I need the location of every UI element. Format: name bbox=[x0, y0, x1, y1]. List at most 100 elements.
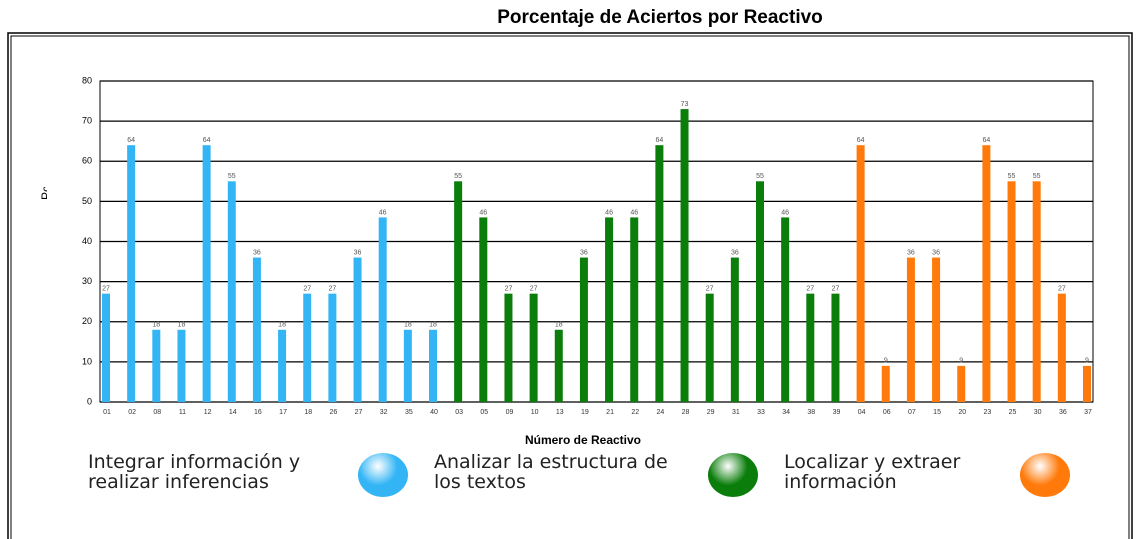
frame bbox=[7, 32, 1133, 539]
value-label: 27 bbox=[328, 286, 336, 293]
bar bbox=[102, 293, 110, 402]
bar bbox=[881, 365, 890, 402]
bar bbox=[177, 329, 186, 402]
value-label: 18 bbox=[404, 322, 412, 329]
x-tick-label: 29 bbox=[707, 409, 715, 416]
x-tick-label: 25 bbox=[1009, 409, 1017, 416]
value-label: 64 bbox=[127, 137, 135, 144]
value-label: 27 bbox=[102, 286, 110, 293]
bar bbox=[303, 293, 312, 402]
bar bbox=[252, 257, 261, 402]
x-tick-label: 28 bbox=[682, 409, 690, 416]
value-label: 73 bbox=[681, 101, 689, 108]
x-tick-label: 36 bbox=[1059, 409, 1067, 416]
value-label: 27 bbox=[303, 286, 311, 293]
value-label: 36 bbox=[731, 249, 739, 256]
value-label: 27 bbox=[832, 286, 840, 293]
bar bbox=[227, 181, 236, 402]
value-label: 36 bbox=[354, 249, 362, 256]
x-tick-label: 38 bbox=[807, 409, 815, 416]
value-label: 46 bbox=[630, 209, 638, 216]
x-tick-label: 14 bbox=[229, 409, 237, 416]
value-label: 9 bbox=[884, 358, 888, 365]
value-label: 18 bbox=[278, 322, 286, 329]
bar bbox=[403, 329, 412, 402]
value-label: 18 bbox=[429, 322, 437, 329]
bar bbox=[730, 257, 739, 402]
value-label: 27 bbox=[505, 286, 513, 293]
x-tick-label: 22 bbox=[631, 409, 639, 416]
x-tick-label: 01 bbox=[103, 409, 111, 416]
value-label: 27 bbox=[530, 286, 538, 293]
value-label: 18 bbox=[178, 322, 186, 329]
value-label: 27 bbox=[806, 286, 814, 293]
y-tick-label: 30 bbox=[82, 276, 92, 286]
legend-label: Analizar la estructura de los textos bbox=[434, 451, 668, 493]
x-tick-label: 05 bbox=[480, 409, 488, 416]
value-label: 9 bbox=[959, 358, 963, 365]
x-tick-label: 12 bbox=[204, 409, 212, 416]
y-tick-label: 70 bbox=[82, 116, 92, 126]
value-label: 64 bbox=[203, 137, 211, 144]
chart-title: Porcentaje de Aciertos por Reactivo bbox=[497, 7, 823, 28]
bar bbox=[1083, 365, 1091, 402]
bar bbox=[756, 181, 764, 402]
bar bbox=[504, 293, 513, 402]
bar bbox=[454, 181, 463, 402]
bar bbox=[932, 257, 941, 402]
x-tick-label: 08 bbox=[153, 409, 161, 416]
x-tick-label: 26 bbox=[329, 409, 337, 416]
value-label: 64 bbox=[655, 137, 663, 144]
bar bbox=[806, 293, 815, 402]
bar bbox=[1007, 181, 1016, 402]
x-tick-label: 32 bbox=[380, 409, 388, 416]
bar bbox=[655, 145, 664, 402]
x-tick-label: 31 bbox=[732, 409, 740, 416]
bar bbox=[680, 109, 689, 403]
bar bbox=[328, 293, 337, 402]
value-label: 55 bbox=[1033, 173, 1041, 180]
x-tick-label: 09 bbox=[506, 409, 514, 416]
x-tick-label: 02 bbox=[128, 409, 136, 416]
bar bbox=[781, 217, 790, 402]
x-tick-label: 37 bbox=[1084, 409, 1092, 416]
bar bbox=[378, 217, 387, 402]
x-tick-label: 19 bbox=[581, 409, 589, 416]
value-label: 18 bbox=[555, 322, 563, 329]
x-tick-label: 40 bbox=[430, 409, 438, 416]
x-tick-label: 17 bbox=[279, 409, 287, 416]
value-label: 18 bbox=[152, 322, 160, 329]
bar bbox=[1032, 181, 1041, 402]
x-tick-label: 24 bbox=[656, 409, 664, 416]
x-tick-label: 07 bbox=[908, 409, 916, 416]
x-tick-label: 06 bbox=[883, 409, 891, 416]
bar bbox=[152, 329, 161, 402]
bar bbox=[831, 293, 840, 402]
legend-label: Localizar y extraer información bbox=[784, 451, 961, 493]
value-label: 36 bbox=[580, 249, 588, 256]
bar bbox=[982, 145, 991, 402]
value-label: 36 bbox=[932, 249, 940, 256]
x-tick-label: 39 bbox=[833, 409, 841, 416]
bar bbox=[1057, 293, 1066, 402]
value-label: 55 bbox=[228, 173, 236, 180]
y-tick-label: 60 bbox=[82, 156, 92, 166]
bar bbox=[957, 365, 966, 402]
bar bbox=[906, 257, 915, 402]
legend-label: Integrar información y realizar inferenc… bbox=[88, 451, 301, 493]
value-label: 46 bbox=[479, 209, 487, 216]
y-tick-label: 40 bbox=[82, 236, 92, 246]
value-label: 55 bbox=[1008, 173, 1016, 180]
value-label: 36 bbox=[907, 249, 915, 256]
x-tick-label: 23 bbox=[983, 409, 991, 416]
legend: Integrar información y realizar inferenc… bbox=[88, 452, 1088, 504]
x-tick-label: 11 bbox=[179, 409, 186, 416]
bar bbox=[554, 329, 563, 402]
x-tick-label: 21 bbox=[606, 409, 614, 416]
y-axis-label: Porcentaje de Aciertos bbox=[39, 80, 53, 200]
y-tick-label: 20 bbox=[82, 316, 92, 326]
bar bbox=[479, 217, 488, 402]
bar bbox=[856, 145, 865, 402]
